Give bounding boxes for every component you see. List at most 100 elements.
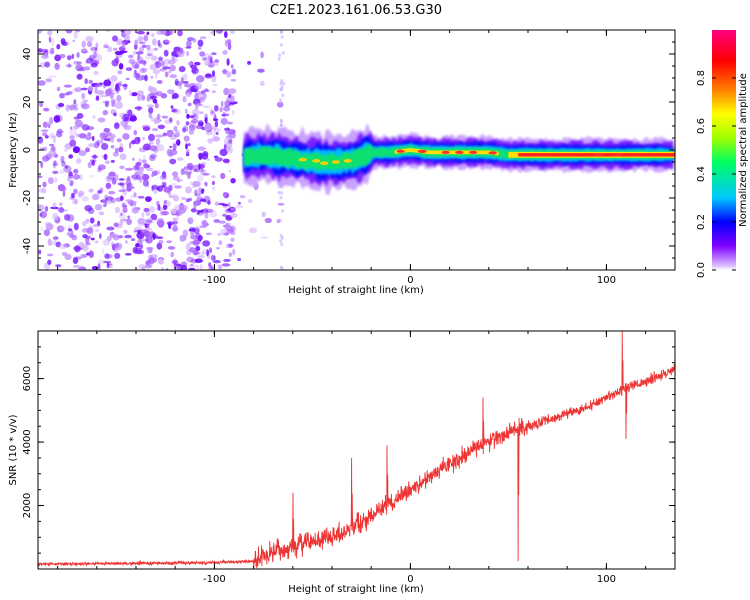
noise-speckle [182,127,187,133]
noise-speckle [88,79,93,84]
snr-ticks: -100 0 100 2000 4000 6000 [22,330,675,585]
noise-speckle [72,39,75,43]
noise-speckle [89,175,94,178]
noise-speckle [149,153,157,159]
noise-speckle [142,126,151,132]
noise-speckle [112,151,119,157]
noise-speckle [191,68,199,74]
noise-speckle [171,96,176,100]
noise-speckle [217,232,221,236]
noise-speckle [197,209,200,215]
noise-speckle [230,95,235,103]
noise-speckle [59,53,66,59]
noise-speckle [156,242,163,250]
noise-speckle [149,95,158,100]
colorbar-tick-label: 0.2 [696,214,707,230]
noise-speckle [76,73,83,80]
noise-speckle [87,132,92,136]
noise-speckle [54,176,58,183]
noise-speckle [94,229,100,232]
noise-speckle [162,132,167,137]
noise-speckle [199,111,204,114]
noise-speckle [133,178,138,181]
noise-speckle [41,187,47,194]
noise-speckle [85,35,94,43]
noise-speckle [76,61,82,65]
noise-speckle [98,211,105,216]
noise-speckle [156,80,163,84]
noise-speckle [197,93,203,100]
noise-speckle [97,164,106,171]
noise-speckle [125,77,130,81]
noise-speckle [192,181,201,187]
noise-speckle [52,161,56,169]
noise-speckle [79,190,85,197]
noise-speckle [115,197,123,202]
noise-speckle [226,71,232,78]
noise-speckle [260,236,268,239]
noise-speckle [128,90,133,96]
noise-speckle [230,30,235,34]
noise-speckle [43,107,50,112]
noise-speckle [179,234,186,242]
noise-speckle [68,176,76,179]
noise-speckle [72,257,79,264]
noise-speckle [60,155,65,163]
spectrogram-noise [38,30,286,270]
noise-speckle [60,209,69,212]
noise-speckle [94,86,98,95]
noise-speckle [45,78,53,83]
noise-speckle [188,264,197,268]
noise-speckle [143,163,149,169]
noise-speckle [172,52,177,56]
noise-speckle [197,235,203,241]
noise-speckle [193,113,197,117]
noise-speckle [177,157,184,161]
noise-speckle [38,249,42,255]
noise-speckle [103,44,109,49]
noise-speckle [137,223,145,227]
noise-speckle [155,134,164,138]
noise-speckle [102,204,107,208]
noise-speckle [56,44,61,50]
noise-speckle [161,115,169,119]
noise-speckle [188,115,196,118]
noise-speckle [224,100,231,108]
noise-speckle [279,234,283,238]
noise-speckle [127,54,134,59]
noise-speckle [204,123,212,131]
noise-speckle [159,208,164,216]
noise-speckle [122,206,128,214]
noise-speckle [63,243,70,248]
noise-speckle [110,94,114,99]
noise-speckle [137,195,145,199]
noise-speckle [260,51,264,59]
noise-speckle [171,259,179,265]
noise-speckle [172,141,177,145]
noise-speckle [122,133,130,140]
noise-speckle [81,92,86,100]
noise-speckle [281,51,285,55]
noise-speckle [277,203,285,206]
noise-speckle [161,171,167,179]
noise-speckle [218,220,226,224]
noise-speckle [198,152,203,160]
noise-speckle [77,67,85,72]
noise-speckle [194,61,201,66]
noise-speckle [145,211,151,216]
noise-speckle [281,209,285,213]
noise-speckle [114,122,120,130]
noise-speckle [204,117,208,124]
noise-speckle [220,172,226,180]
noise-speckle [56,86,61,92]
noise-speckle [205,73,212,77]
noise-speckle [70,229,74,236]
noise-speckle [222,68,227,75]
noise-speckle [235,204,244,209]
noise-speckle [196,174,204,182]
noise-speckle [169,117,173,123]
noise-speckle [113,87,121,93]
noise-speckle [105,182,112,189]
noise-speckle [65,30,73,34]
noise-speckle [279,98,283,102]
